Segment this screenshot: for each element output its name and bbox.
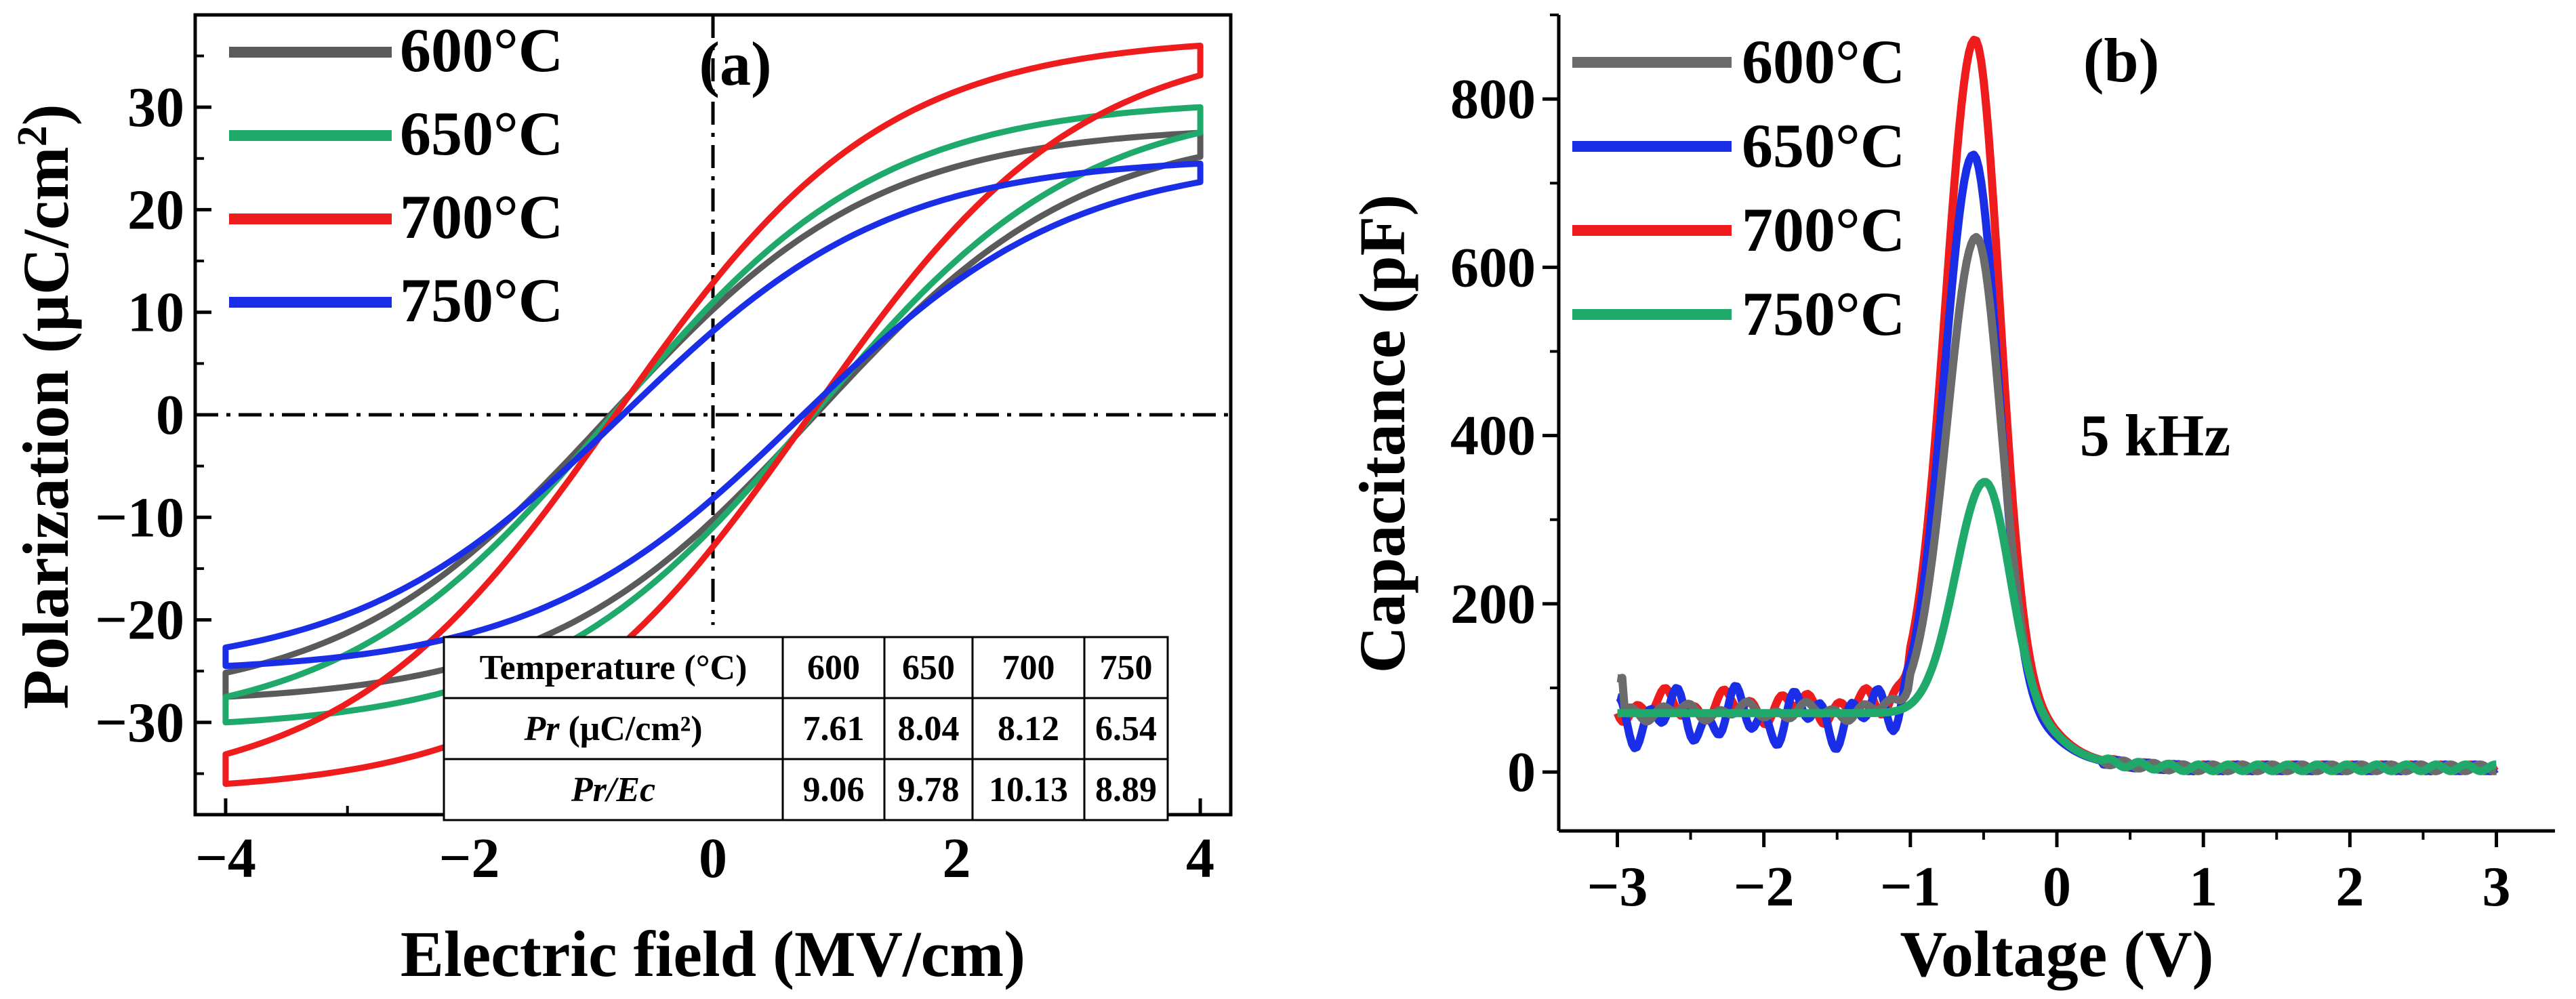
hysteresis-curves [222, 42, 1204, 788]
table-cell: 7.61 [803, 710, 865, 748]
x-tick-label-b: −2 [1734, 855, 1795, 918]
legend-label-a: 650°C [400, 99, 563, 168]
x-tick-label-a: −4 [195, 827, 256, 890]
loop-700-c [222, 42, 1204, 788]
x-axis-label-b: Voltage (V) [1900, 918, 2213, 990]
x-tick-label-b: 3 [2482, 855, 2511, 918]
y-tick-label-b: 400 [1450, 405, 1536, 468]
y-tick-label-a: −10 [95, 486, 184, 549]
table-header-cell: 700 [1002, 649, 1055, 687]
y-tick-label-a: −30 [95, 691, 184, 754]
table-header-cell: 750 [1100, 649, 1153, 687]
legend-label-a: 750°C [400, 266, 563, 335]
x-axis-label-a: Electric field (MV/cm) [401, 918, 1025, 990]
table-cell: 8.12 [998, 710, 1059, 748]
panel-label-b: (b) [2083, 26, 2159, 95]
loop-650-c [222, 104, 1204, 726]
y-tick-label-b: 200 [1450, 573, 1536, 636]
table-row-label: Pr (μC/cm²) [523, 710, 702, 748]
x-tick-label-a: 4 [1186, 827, 1214, 890]
table-frame [443, 636, 1169, 821]
table-cell: 8.89 [1095, 771, 1157, 809]
table-header-cell: 650 [902, 649, 955, 687]
x-tick-label-b: −1 [1880, 855, 1941, 918]
table-cell: 6.54 [1095, 710, 1157, 748]
data-table: Temperature (°C) 600 650 700 750 Pr (μC/cm²) 7… [443, 636, 1169, 821]
y-tick-label-b: 800 [1450, 68, 1536, 131]
legend-label-a: 600°C [400, 16, 563, 85]
x-tick-label-a: 0 [699, 827, 727, 890]
table-row-label: Pr/Ec [571, 771, 655, 809]
y-axis-label-a: Polarization (μC/cm2) [9, 104, 82, 709]
x-tick-label-a: −2 [439, 827, 500, 890]
y-tick-label-a: 30 [127, 76, 184, 139]
frequency-annotation: 5 kHz [2080, 403, 2230, 469]
axis-ticks-b: −3 −2 −1 0 1 2 3 0 200 400 600 800 [1450, 14, 2511, 918]
legend-label-b: 750°C [1742, 279, 1905, 348]
x-tick-label-a: 2 [943, 827, 971, 890]
legend-label-a: 700°C [400, 182, 563, 251]
cv-curve-750-c [1616, 478, 2498, 775]
legend-b: 600°C 650°C 700°C 750°C [1572, 27, 1905, 348]
y-tick-label-a: 10 [127, 281, 184, 344]
y-axis-label-b: Capacitance (pF) [1346, 195, 1418, 674]
panel-label-a: (a) [699, 29, 771, 98]
y-tick-label-b: 600 [1450, 236, 1536, 299]
y-tick-label-a: 20 [127, 178, 184, 241]
x-tick-label-b: 2 [2335, 855, 2364, 918]
table-cell: 9.78 [898, 771, 960, 809]
legend-label-b: 650°C [1742, 111, 1905, 180]
legend-a: 600°C 650°C 700°C 750°C [229, 16, 563, 335]
zero-reference-lines [195, 15, 1231, 626]
table-header-cell: Temperature (°C) [480, 649, 748, 687]
table-header-cell: 600 [807, 649, 860, 687]
x-tick-label-b: 0 [2043, 855, 2071, 918]
y-tick-label-a: 0 [156, 384, 184, 447]
capacitance-curves [1614, 35, 2499, 775]
table-cell: 9.06 [803, 771, 865, 809]
x-tick-label-b: −3 [1587, 855, 1648, 918]
table-cell: 8.04 [898, 710, 960, 748]
legend-label-b: 700°C [1742, 195, 1905, 264]
y-tick-label-b: 0 [1507, 741, 1536, 804]
x-tick-label-b: 1 [2189, 855, 2217, 918]
legend-label-b: 600°C [1742, 27, 1905, 96]
y-tick-label-a: −20 [95, 589, 184, 652]
loop-750-c [222, 160, 1204, 670]
table-cell: 10.13 [989, 771, 1068, 809]
